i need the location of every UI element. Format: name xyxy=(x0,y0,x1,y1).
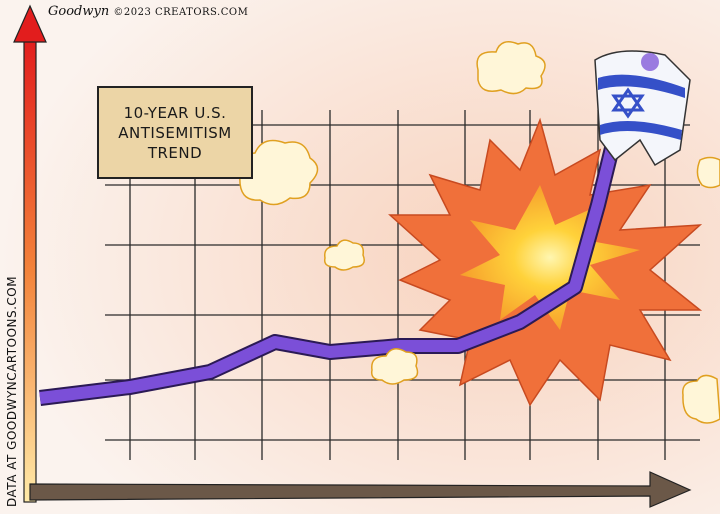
israeli-flag xyxy=(594,50,691,167)
y-axis xyxy=(23,39,37,503)
x-axis-arrow-icon xyxy=(29,471,692,508)
title-box: 10-YEAR U.S. ANTISEMITISM TREND xyxy=(97,86,253,179)
artist-name: Goodwyn xyxy=(48,4,110,19)
trend-line xyxy=(39,146,618,404)
y-axis-label: DATA AT GOODWYNCARTOONS.COM xyxy=(5,275,19,507)
signature: Goodwyn ©2023 CREATORS.COM xyxy=(48,4,248,19)
smoke-clouds xyxy=(237,41,720,424)
y-axis-arrow-icon xyxy=(13,4,47,43)
copyright: ©2023 CREATORS.COM xyxy=(113,7,249,18)
title-text: 10-YEAR U.S. ANTISEMITISM TREND xyxy=(118,103,232,162)
